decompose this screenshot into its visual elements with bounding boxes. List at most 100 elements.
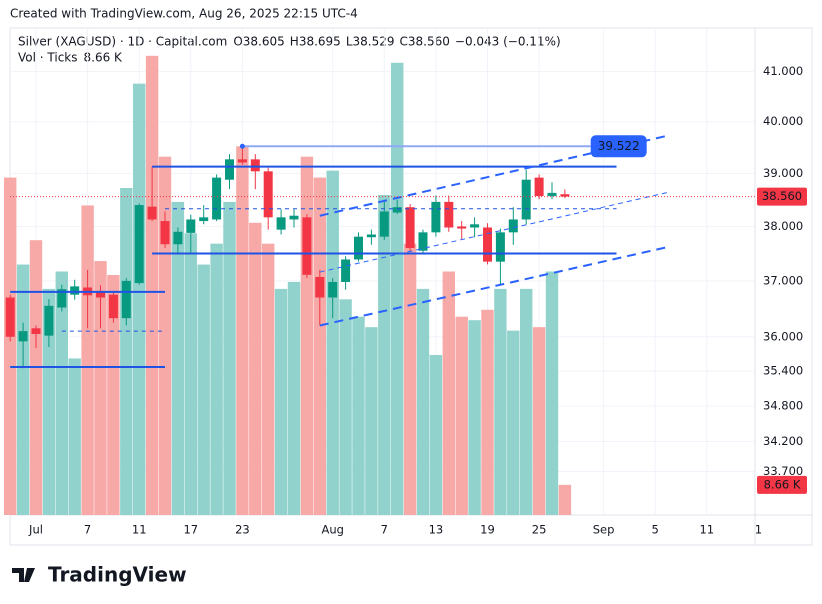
candle-body [173,231,183,245]
ohlc-key: C [400,35,408,49]
candle-body [96,291,105,298]
ohlc-value: 38.695 [299,35,341,49]
volume-bar [120,188,133,515]
created-note: Created with TradingView.com, Aug 26, 20… [10,7,358,21]
candle-body [444,201,454,228]
x-tick-label: 5 [652,523,659,537]
volume-bar [197,264,210,515]
x-tick-label: 11 [132,523,147,537]
volume-bar [29,240,43,515]
symbol-title: Silver (XAGUSD) · 1D · Capital.com [18,35,227,49]
candle-body [212,177,222,220]
x-tick-label: Jul [28,523,43,537]
volume-bar [416,288,430,515]
change-value: −0.043 (−0.11%) [455,35,561,49]
candle-body [431,201,441,233]
x-tick-label: 13 [429,523,444,537]
candle-body [521,179,531,220]
ohlc-key: L [346,35,353,49]
volume-bar [391,62,404,516]
volume-bar [287,281,301,515]
volume-bar [520,288,533,515]
y-tick-label: 40.000 [763,114,803,128]
volume-bar [171,201,185,515]
y-tick-label: 36.000 [763,329,803,343]
candle-body [237,159,247,163]
candle-body [315,277,325,298]
volume-bar [262,243,275,515]
legend: Silver (XAGUSD) · 1D · Capital.com O 38.60… [18,35,561,65]
last-price-label: 38.560 [762,189,802,203]
volume-bar [107,274,120,515]
ohlc-value: 38.560 [408,35,450,49]
brand-icon [12,568,35,582]
candle-body [31,328,41,334]
volume-bar [481,309,494,515]
volume-title: Vol · Ticks [18,51,78,65]
volume-bar [429,354,443,515]
plot: 39.522 [4,28,755,516]
volume-bar [352,316,365,515]
y-tick-label: 41.000 [763,64,803,78]
x-tick-label: Sep [593,523,615,537]
x-tick-label: 11 [699,523,714,537]
volume-bar [133,83,146,516]
y-tick-label: 34.200 [763,434,803,448]
volume-bar [494,288,507,515]
volume-bar [145,55,159,515]
volume-bar [42,288,56,515]
channel-line [319,245,669,327]
candle-body [302,217,312,275]
y-tick-label: 35.400 [763,364,803,378]
x-tick-label: 7 [84,523,91,537]
candle-body [405,207,415,249]
candle-body [44,305,54,336]
candle-body [418,232,428,251]
channel-line [319,191,669,273]
volume-bar [378,194,391,515]
last-volume-label: 8.66 K [764,477,801,491]
candle-body [366,234,376,238]
candle-body [276,217,286,230]
candle-body [186,219,196,233]
candle-body [470,224,480,228]
volume-bar [4,177,17,516]
volume-bar [184,233,197,515]
candle-body [250,159,260,172]
ohlc-key: H [290,35,299,49]
candle-body [392,207,402,213]
x-tick-label: 23 [235,523,250,537]
y-tick-label: 33.700 [763,464,803,478]
candle-body [70,286,80,295]
candle-body [341,259,351,282]
candle-body [57,289,67,308]
ohlc-value: 38.529 [353,35,395,49]
volume-value: 8.66 K [84,51,124,65]
ohlc-key: O [233,35,242,49]
x-tick-label: 7 [381,523,388,537]
candle-body [108,294,118,319]
volume-bar [223,201,236,515]
candle-body [147,206,157,220]
volume-bar [532,327,546,515]
last-price-box [757,187,807,206]
brand: TradingView [48,563,187,587]
candle-body [328,281,338,298]
x-tick-label: 1 [755,523,762,537]
volume-bar [94,261,107,515]
volume-bar [507,330,520,515]
volume-bar [313,177,326,516]
x-tick-label: Aug [321,523,343,537]
x-tick-label: 25 [532,523,547,537]
price-line-label: 39.522 [598,139,640,153]
x-tick-label: 19 [480,523,495,537]
candle-body [534,177,544,197]
y-tick-label: 37.000 [763,273,803,287]
candle-body [134,205,144,284]
candle-body [379,211,389,237]
candle-body [495,232,505,262]
y-tick-label: 38.000 [763,219,803,233]
volume-bar [365,327,378,515]
volume-bar [55,271,68,515]
